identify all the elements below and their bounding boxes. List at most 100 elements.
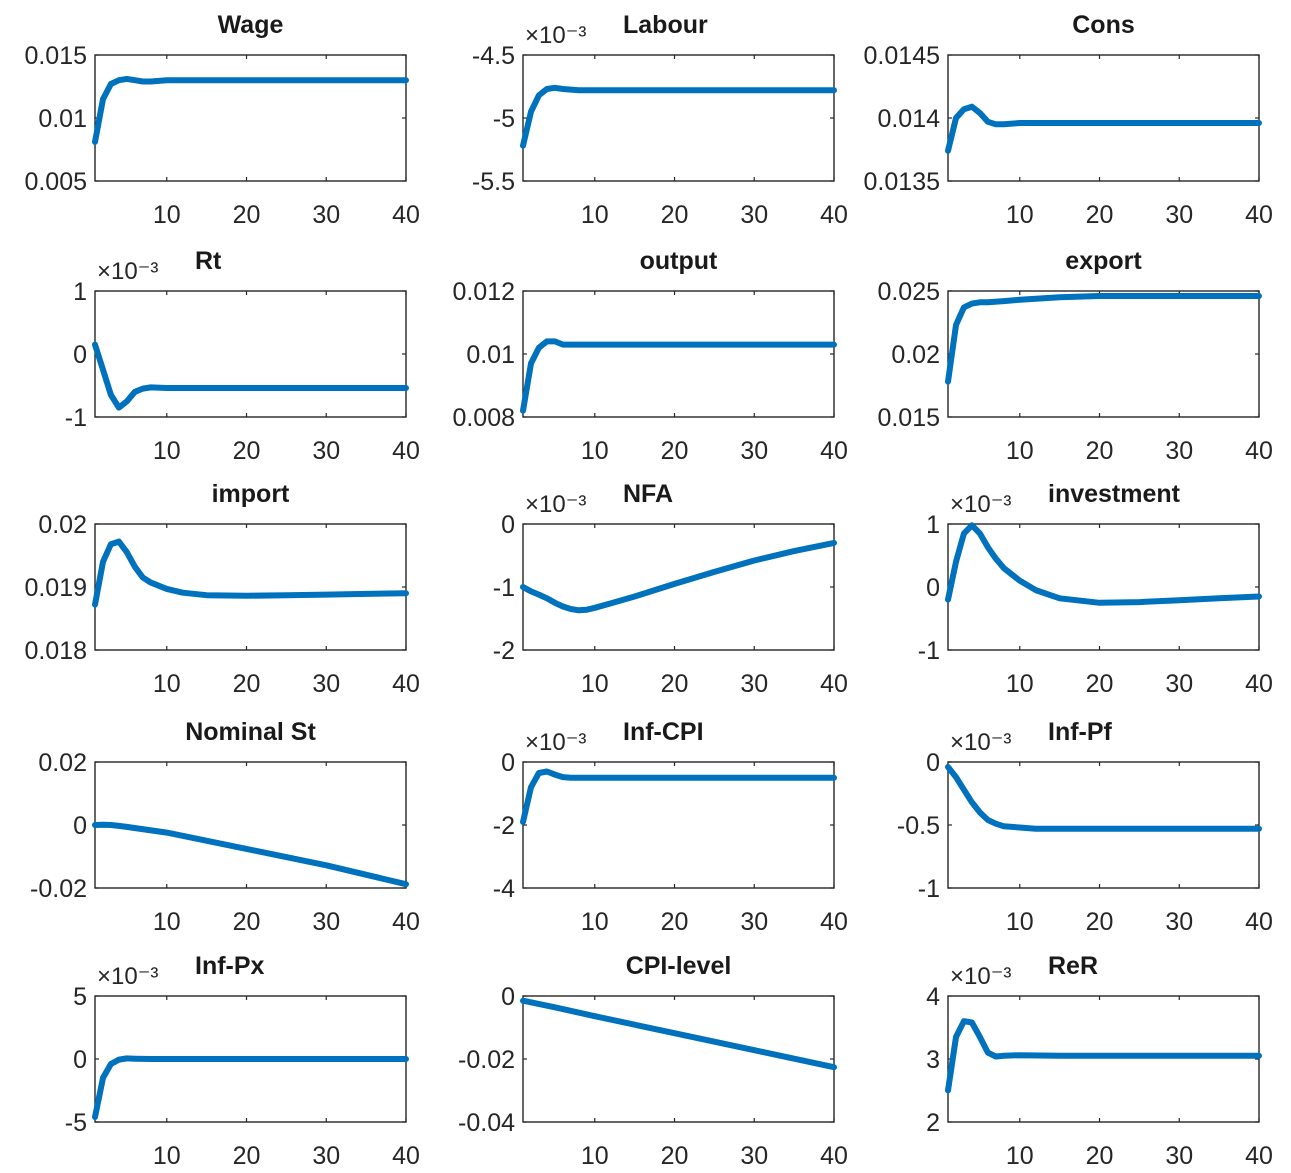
x-tick-label: 40	[1245, 908, 1273, 936]
axes-box	[94, 523, 407, 651]
x-tick-label: 20	[233, 908, 261, 936]
x-tick-label: 20	[1086, 670, 1114, 698]
x-tick-label: 40	[1245, 1142, 1273, 1170]
series-line	[945, 764, 1262, 832]
x-tick-label: 30	[740, 670, 768, 698]
x-tick-label: 30	[312, 437, 340, 465]
x-tick-label: 30	[312, 1142, 340, 1170]
panel-title: Labour	[623, 11, 708, 39]
x-tick-label: 40	[392, 908, 420, 936]
panel-title: import	[212, 480, 290, 508]
panel-output: 0.008 0.01 0.012 10 20 30 40 output	[452, 247, 847, 465]
x-tick-label: 10	[1006, 908, 1034, 936]
x-tick-label: 10	[153, 670, 181, 698]
y-exponent-label: ×10⁻³	[525, 491, 586, 518]
panel-inf-pf: -1 -0.5 0 10 20 30 40 ×10⁻³ Inf-Pf	[897, 718, 1273, 936]
y-tick-label: 0.01	[38, 105, 87, 133]
x-tick-label: 10	[581, 437, 609, 465]
y-tick-label: -5	[493, 105, 515, 133]
y-tick-label: 0.019	[24, 574, 87, 602]
panel-title: Nominal St	[185, 718, 316, 746]
y-tick-label: -1	[65, 404, 87, 432]
series-line	[520, 539, 837, 614]
y-tick-label: 0.018	[24, 637, 87, 665]
y-tick-label: 1	[73, 278, 87, 306]
y-tick-label: 0	[501, 511, 515, 539]
panel-title: export	[1065, 247, 1142, 275]
x-tick-label: 10	[581, 908, 609, 936]
x-tick-label: 40	[820, 670, 848, 698]
y-tick-label: 0.015	[24, 42, 87, 70]
x-tick-label: 20	[1086, 908, 1114, 936]
x-tick-label: 30	[312, 670, 340, 698]
y-tick-label: -4.5	[472, 42, 515, 70]
x-tick-label: 30	[1165, 670, 1193, 698]
x-tick-label: 30	[1165, 437, 1193, 465]
y-tick-label: 0	[73, 341, 87, 369]
x-tick-label: 30	[312, 908, 340, 936]
y-tick-label: 0	[926, 574, 940, 602]
panel-labour: -5.5 -5 -4.5 10 20 30 40 ×10⁻³ Labour	[472, 11, 848, 229]
x-tick-label: 20	[233, 670, 261, 698]
panel-title: investment	[1048, 480, 1181, 508]
x-tick-label: 30	[740, 201, 768, 229]
panel-title: Cons	[1072, 11, 1135, 39]
x-tick-label: 10	[581, 1142, 609, 1170]
y-tick-label: 0	[73, 1046, 87, 1074]
panel-rer: 2 3 4 10 20 30 40 ×10⁻³ ReR	[926, 952, 1273, 1170]
axes-box	[522, 54, 835, 182]
y-tick-label: 4	[926, 983, 940, 1011]
panel-title: NFA	[623, 480, 673, 508]
x-tick-label: 20	[1086, 437, 1114, 465]
panel-nfa: -2 -1 0 10 20 30 40 ×10⁻³ NFA	[493, 480, 848, 698]
x-tick-label: 40	[1245, 670, 1273, 698]
x-tick-label: 30	[740, 437, 768, 465]
x-tick-label: 10	[153, 1142, 181, 1170]
x-tick-label: 40	[820, 201, 848, 229]
panel-title: Inf-Pf	[1048, 718, 1113, 746]
panel-rt: -1 0 1 10 20 30 40 ×10⁻³ Rt	[65, 247, 420, 465]
y-tick-label: -5.5	[472, 168, 515, 196]
panel-investment: -1 0 1 10 20 30 40 ×10⁻³ investment	[918, 480, 1273, 698]
x-tick-label: 20	[661, 437, 689, 465]
x-tick-label: 40	[1245, 437, 1273, 465]
x-tick-label: 10	[1006, 1142, 1034, 1170]
x-tick-label: 30	[1165, 201, 1193, 229]
x-tick-label: 20	[661, 201, 689, 229]
axes-box	[94, 761, 407, 889]
y-tick-label: 0	[73, 812, 87, 840]
x-tick-label: 10	[1006, 201, 1034, 229]
series-line	[92, 1055, 409, 1120]
y-tick-label: -0.02	[30, 875, 87, 903]
y-exponent-label: ×10⁻³	[97, 258, 158, 285]
y-tick-label: -1	[918, 637, 940, 665]
x-tick-label: 10	[581, 201, 609, 229]
series-line	[92, 538, 409, 608]
series-line	[520, 997, 837, 1071]
series-line	[520, 338, 837, 414]
series-line	[520, 768, 837, 825]
x-tick-label: 40	[820, 1142, 848, 1170]
x-tick-label: 40	[392, 201, 420, 229]
series-line	[945, 1018, 1262, 1094]
y-tick-label: -2	[493, 637, 515, 665]
y-tick-label: -0.5	[897, 812, 940, 840]
x-tick-label: 20	[661, 670, 689, 698]
panel-title: CPI-level	[626, 952, 732, 980]
x-tick-label: 20	[233, 437, 261, 465]
x-tick-label: 40	[392, 437, 420, 465]
x-tick-label: 10	[1006, 437, 1034, 465]
y-tick-label: 2	[926, 1109, 940, 1137]
x-tick-label: 10	[153, 201, 181, 229]
x-tick-label: 20	[661, 1142, 689, 1170]
panel-title: output	[640, 247, 718, 275]
y-exponent-label: ×10⁻³	[525, 22, 586, 49]
x-tick-label: 30	[1165, 908, 1193, 936]
panel-title: Inf-Px	[195, 952, 265, 980]
y-exponent-label: ×10⁻³	[97, 963, 158, 990]
panel-wage: 0.005 0.01 0.015 10 20 30 40 Wage	[24, 11, 419, 229]
axes-box	[522, 761, 835, 889]
axes-box	[947, 54, 1260, 182]
y-tick-label: 0.01	[466, 341, 515, 369]
